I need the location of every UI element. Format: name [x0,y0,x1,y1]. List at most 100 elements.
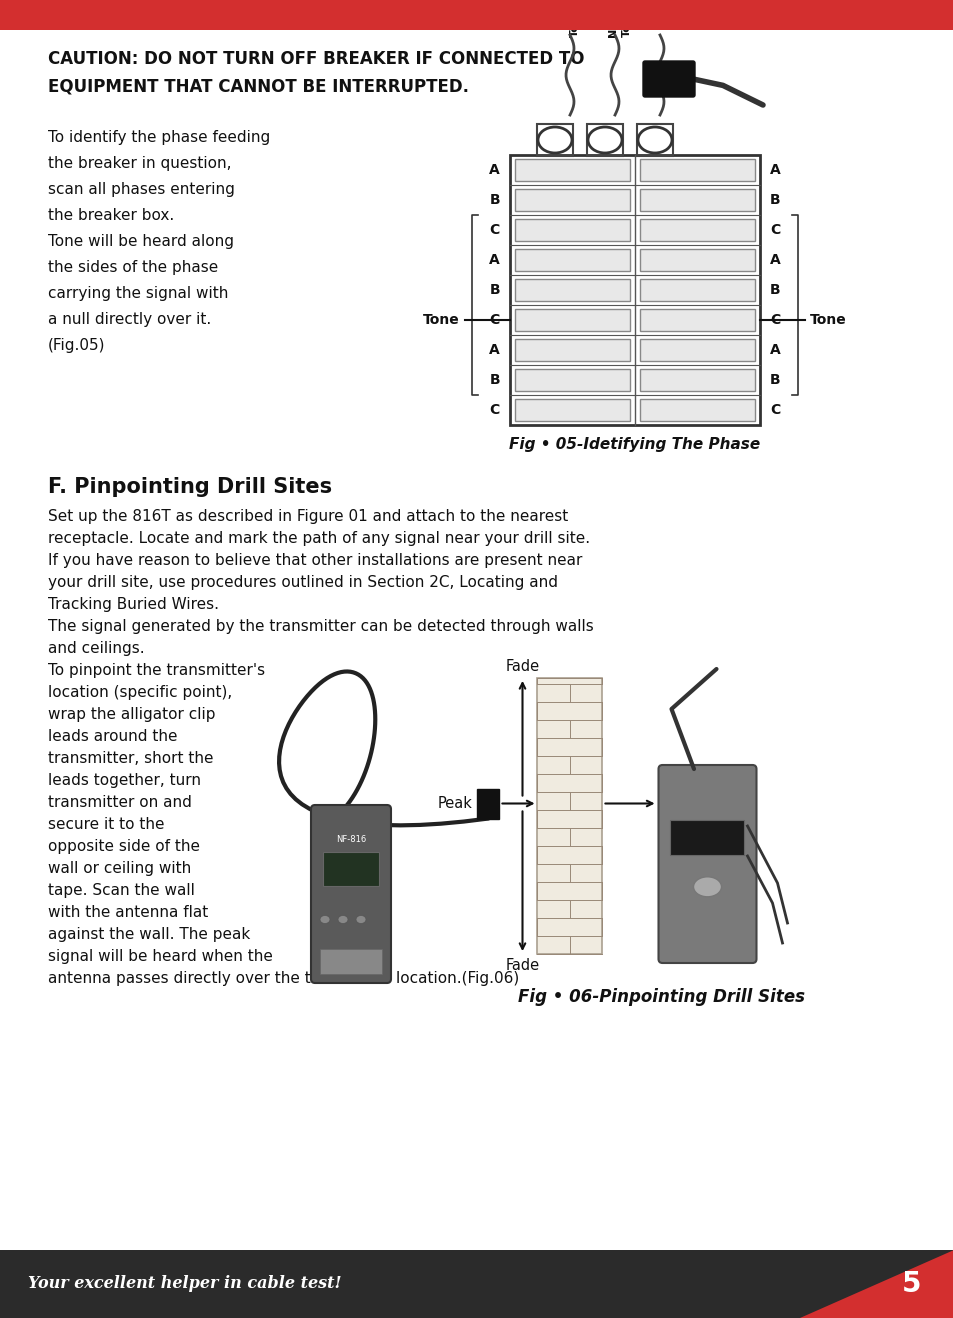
Ellipse shape [337,916,348,924]
Text: B: B [769,283,780,297]
Text: C: C [489,223,499,237]
Text: leads around the: leads around the [48,729,177,743]
Text: Tone: Tone [423,312,459,327]
Text: Tone: Tone [569,8,579,37]
Text: Null: Null [607,12,618,37]
Bar [639,279,754,301]
FancyBboxPatch shape [311,805,391,983]
FancyBboxPatch shape [642,61,695,98]
Bar [515,249,629,272]
Text: location (specific point),: location (specific point), [48,685,232,700]
Bar [0,1249,953,1318]
FancyBboxPatch shape [658,764,756,963]
Text: Fade: Fade [505,958,539,973]
Text: B: B [489,373,499,387]
Text: transmitter on and: transmitter on and [48,795,192,811]
Ellipse shape [693,876,720,896]
Text: A: A [489,343,499,357]
Bar [586,124,622,156]
Text: B: B [769,373,780,387]
Bar [319,949,381,974]
Bar [537,124,573,156]
Bar [515,219,629,241]
Text: To identify the phase feeding: To identify the phase feeding [48,130,270,145]
Bar [515,159,629,181]
Text: Set up the 816T as described in Figure 01 and attach to the nearest: Set up the 816T as described in Figure 0… [48,509,568,525]
Bar [639,249,754,272]
Text: C: C [489,403,499,416]
Text: 5: 5 [902,1271,921,1298]
Text: B: B [489,192,499,207]
Text: (Fig.05): (Fig.05) [48,337,106,353]
Text: with the antenna flat: with the antenna flat [48,905,208,920]
Text: the breaker in question,: the breaker in question, [48,156,232,171]
Bar [639,188,754,211]
Text: A: A [769,253,780,268]
Text: wall or ceiling with: wall or ceiling with [48,861,191,876]
Bar [510,156,760,424]
Bar [639,219,754,241]
Bar [639,159,754,181]
Text: Fade: Fade [505,659,539,673]
Text: a null directly over it.: a null directly over it. [48,312,211,327]
Text: C: C [489,312,499,327]
Text: wrap the alligator clip: wrap the alligator clip [48,706,215,722]
Text: your drill site, use procedures outlined in Section 2C, Locating and: your drill site, use procedures outlined… [48,575,558,590]
Text: carrying the signal with: carrying the signal with [48,286,228,301]
Text: signal will be heard when the: signal will be heard when the [48,949,273,963]
Ellipse shape [355,916,366,924]
Text: Fig • 06-Pinpointing Drill Sites: Fig • 06-Pinpointing Drill Sites [517,988,804,1006]
Bar [515,369,629,391]
Text: the breaker box.: the breaker box. [48,208,174,223]
Bar [515,399,629,420]
Text: against the wall. The peak: against the wall. The peak [48,927,250,942]
Ellipse shape [587,127,621,153]
Text: Tone will be heard along: Tone will be heard along [48,235,233,249]
Text: leads together, turn: leads together, turn [48,772,201,788]
Text: NF-816: NF-816 [335,836,366,844]
Text: C: C [769,312,780,327]
Bar [639,369,754,391]
Bar [515,339,629,361]
Text: Tone: Tone [621,8,631,37]
Text: tape. Scan the wall: tape. Scan the wall [48,883,194,898]
Text: Peak: Peak [437,796,472,811]
Text: B: B [769,192,780,207]
Text: A: A [769,163,780,177]
Text: A: A [769,343,780,357]
Bar [639,308,754,331]
Text: C: C [769,223,780,237]
Text: Your excellent helper in cable test!: Your excellent helper in cable test! [28,1276,341,1293]
Bar [637,124,672,156]
Text: A: A [489,253,499,268]
Text: antenna passes directly over the transmitter location.(Fig.06): antenna passes directly over the transmi… [48,971,518,986]
Bar [323,851,378,886]
Ellipse shape [537,127,572,153]
Text: transmitter, short the: transmitter, short the [48,751,213,766]
Bar [0,0,953,30]
Text: EQUIPMENT THAT CANNOT BE INTERRUPTED.: EQUIPMENT THAT CANNOT BE INTERRUPTED. [48,78,469,96]
Bar [537,677,602,954]
Text: and ceilings.: and ceilings. [48,641,145,656]
Bar [515,279,629,301]
Bar [639,339,754,361]
Text: Fig • 05-Idetifying The Phase: Fig • 05-Idetifying The Phase [509,438,760,452]
Text: opposite side of the: opposite side of the [48,840,200,854]
Bar [670,820,743,854]
Text: C: C [769,403,780,416]
Ellipse shape [319,916,330,924]
Bar [515,308,629,331]
Text: Tracking Buried Wires.: Tracking Buried Wires. [48,597,219,612]
Text: the sides of the phase: the sides of the phase [48,260,218,275]
Bar [639,399,754,420]
Bar [477,788,499,818]
Text: To pinpoint the transmitter's: To pinpoint the transmitter's [48,663,265,677]
Text: receptacle. Locate and mark the path of any signal near your drill site.: receptacle. Locate and mark the path of … [48,531,590,546]
Ellipse shape [638,127,671,153]
Text: CAUTION: DO NOT TURN OFF BREAKER IF CONNECTED TO: CAUTION: DO NOT TURN OFF BREAKER IF CONN… [48,50,584,69]
Text: B: B [489,283,499,297]
Text: F. Pinpointing Drill Sites: F. Pinpointing Drill Sites [48,477,332,497]
Bar [515,188,629,211]
Text: secure it to the: secure it to the [48,817,164,832]
Text: If you have reason to believe that other installations are present near: If you have reason to believe that other… [48,554,581,568]
